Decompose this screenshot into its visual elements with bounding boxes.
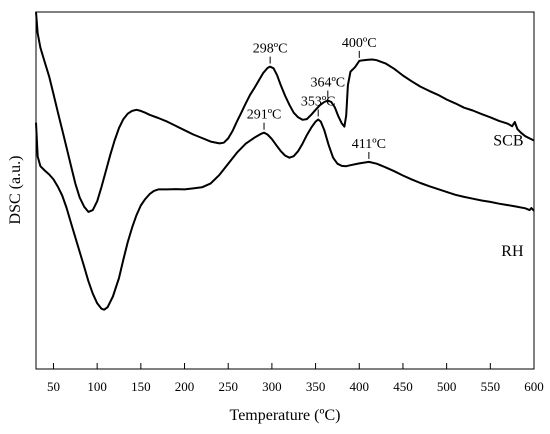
x-axis-title: Temperature (ºC) bbox=[230, 407, 341, 424]
y-axis-title: DSC (a.u.) bbox=[7, 156, 24, 225]
peak-411-label: 411ºC bbox=[352, 137, 386, 152]
x-tick-label-200: 200 bbox=[175, 379, 195, 394]
x-tick-label-150: 150 bbox=[131, 379, 151, 394]
x-tick-label-100: 100 bbox=[87, 379, 107, 394]
series-labels: SCB RH bbox=[493, 133, 524, 261]
x-tick-label-550: 550 bbox=[481, 379, 501, 394]
x-tick-label-50: 50 bbox=[47, 379, 60, 394]
peak-353-label: 353ºC bbox=[301, 94, 336, 109]
series-label-rh: RH bbox=[501, 243, 524, 260]
plot-frame bbox=[35, 11, 535, 370]
peak-364-label: 364ºC bbox=[310, 76, 345, 91]
series-label-scb: SCB bbox=[493, 133, 523, 150]
series-line-rh bbox=[35, 118, 535, 311]
x-tick-label-350: 350 bbox=[306, 379, 326, 394]
x-tick-label-300: 300 bbox=[262, 379, 282, 394]
x-tick-label-400: 400 bbox=[350, 379, 370, 394]
peak-291-label: 291ºC bbox=[247, 108, 282, 123]
x-axis-tick-labels: 50 100 150 200 250 300 350 400 450 500 550 600 bbox=[47, 379, 544, 394]
peak-400-label: 400ºC bbox=[342, 36, 377, 51]
x-axis-ticks bbox=[52, 363, 535, 369]
peak-annotations: 298ºC 364ºC 400ºC 291ºC 353ºC 411ºC bbox=[247, 36, 386, 159]
x-tick-label-250: 250 bbox=[218, 379, 238, 394]
x-tick-label-600: 600 bbox=[524, 379, 544, 394]
peak-298-label: 298ºC bbox=[253, 42, 288, 57]
x-tick-label-450: 450 bbox=[393, 379, 413, 394]
series-line-scb bbox=[35, 11, 535, 213]
x-tick-label-500: 500 bbox=[437, 379, 457, 394]
series-lines bbox=[35, 11, 535, 311]
